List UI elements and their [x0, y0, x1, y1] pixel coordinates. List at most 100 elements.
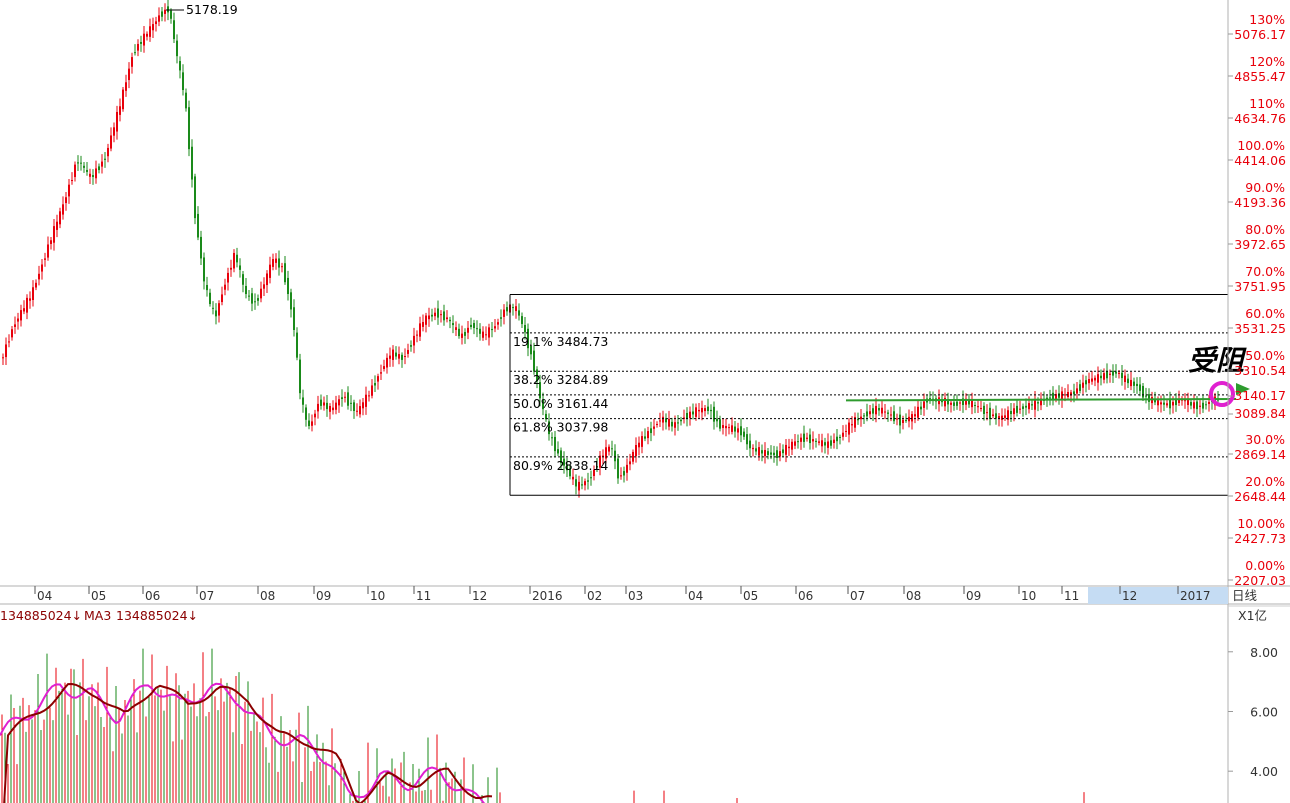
candle-body: [62, 204, 64, 215]
price-axis-pct-label: 30.0%: [1245, 432, 1285, 447]
candle-body: [398, 354, 400, 359]
price-axis-pct-label: 20.0%: [1245, 474, 1285, 489]
candle-body: [1124, 375, 1126, 383]
candle-body: [242, 274, 244, 285]
candle-body: [44, 258, 46, 260]
candle-body: [977, 406, 979, 408]
volume-legend-ma-name: MA3: [84, 608, 111, 623]
candle-body: [215, 310, 217, 317]
candle-body: [782, 449, 784, 454]
candle-body: [1073, 391, 1075, 395]
candle-body: [569, 468, 571, 477]
candle-body: [686, 412, 688, 419]
candle-body: [998, 416, 1000, 419]
candle-body: [221, 294, 223, 303]
candle-body: [131, 57, 133, 67]
candle-body: [671, 421, 673, 427]
candle-body: [842, 432, 844, 437]
candle-body: [299, 359, 301, 394]
time-axis-label: 05: [743, 589, 758, 603]
volume-axis-label: 6.00: [1250, 704, 1278, 719]
candle-body: [1091, 378, 1093, 382]
candle-body: [368, 395, 370, 397]
candle-body: [308, 420, 310, 427]
candle-body: [578, 481, 580, 491]
candle-body: [107, 147, 109, 157]
candle-body: [1136, 383, 1138, 387]
candle-body: [86, 169, 88, 172]
candle-body: [317, 403, 319, 412]
candle-body: [137, 43, 139, 51]
candle-body: [644, 436, 646, 439]
candle-body: [905, 420, 907, 422]
candle-body: [260, 288, 262, 299]
candle-body: [1082, 382, 1084, 388]
candle-body: [179, 61, 181, 71]
candle-body: [1208, 401, 1210, 405]
candle-body: [773, 452, 775, 456]
candle-body: [485, 334, 487, 336]
candle-body: [362, 402, 364, 409]
candle-body: [83, 165, 85, 168]
candle-body: [914, 414, 916, 417]
candle-body: [350, 402, 352, 404]
candle-body: [188, 107, 190, 150]
volume-axis-label: 8.00: [1250, 645, 1278, 660]
candle-body: [896, 418, 898, 420]
time-axis-label: 08: [906, 589, 921, 603]
candle-body: [662, 416, 664, 423]
candle-body: [809, 434, 811, 444]
price-axis-price-label: 3310.54: [1234, 363, 1286, 378]
candle-body: [1001, 415, 1003, 420]
candle-body: [1184, 400, 1186, 402]
candle-body: [923, 401, 925, 408]
candle-body: [899, 414, 901, 426]
candle-body: [794, 441, 796, 446]
candle-body: [404, 356, 406, 358]
candle-body: [590, 477, 592, 479]
price-axis: 130%5076.17120%4855.47110%4634.76100.0%4…: [1227, 0, 1286, 803]
candle-body: [524, 324, 526, 333]
candle-body: [338, 399, 340, 406]
price-axis-price-label: 4414.06: [1234, 153, 1286, 168]
candle-body: [758, 447, 760, 456]
trend-arrow-icon: [1236, 383, 1250, 395]
peak-label: 5178.19: [186, 2, 238, 17]
price-axis-price-label: 2427.73: [1234, 531, 1286, 546]
candle-body: [701, 407, 703, 413]
candle-body: [965, 398, 967, 405]
candle-body: [1034, 399, 1036, 410]
candle-body: [848, 422, 850, 435]
time-axis-label: 11: [1064, 589, 1079, 603]
candle-body: [839, 436, 841, 438]
candle-body: [1163, 402, 1165, 405]
candle-body: [200, 236, 202, 259]
candle-body: [1139, 384, 1141, 391]
candle-body: [719, 419, 721, 429]
candle-body: [1166, 403, 1168, 406]
candle-body: [1094, 377, 1096, 381]
candle-body: [1205, 404, 1207, 406]
candle-body: [689, 411, 691, 418]
candle-body: [830, 440, 832, 446]
candle-body: [314, 413, 316, 418]
candle-body: [893, 411, 895, 422]
candle-body: [608, 446, 610, 452]
candle-body: [146, 33, 148, 37]
candle-body: [407, 349, 409, 354]
candle-body: [716, 418, 718, 422]
candle-body: [278, 258, 280, 268]
candle-body: [227, 272, 229, 283]
candle-body: [653, 426, 655, 429]
candle-body: [1097, 374, 1099, 383]
candle-body: [71, 180, 73, 182]
candle-body: [89, 173, 91, 177]
candle-body: [512, 307, 514, 309]
fib-level-label: 80.9% 2838.14: [513, 458, 608, 473]
candle-body: [1142, 385, 1144, 398]
candle-body: [1199, 405, 1201, 407]
candle-body: [392, 349, 394, 360]
candle-body: [974, 405, 976, 407]
candle-body: [554, 436, 556, 452]
candle-body: [788, 446, 790, 449]
